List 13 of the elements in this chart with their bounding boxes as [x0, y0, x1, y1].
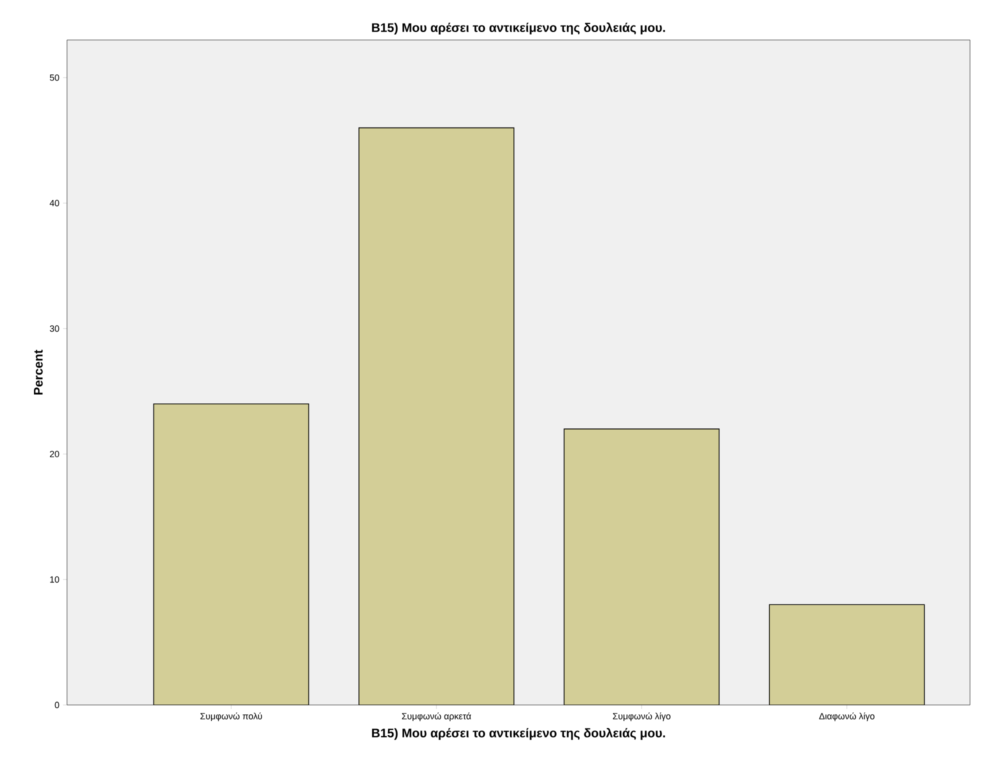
- y-axis-title: Percent: [34, 350, 43, 394]
- x-tick-label: Συμφωνώ αρκετά: [402, 712, 472, 722]
- y-tick-label: 20: [50, 450, 60, 458]
- x-axis-title: B15) Μου αρέσει το αντικείμενο της δουλειάς μου.: [372, 728, 665, 740]
- y-tick-label: 50: [50, 74, 60, 81]
- y-tick-label: 40: [50, 200, 60, 206]
- chart-title: B15) Μου αρέσει το αντικείμενο της δουλειάς μου.: [372, 22, 665, 34]
- y-tick-label: 0: [54, 702, 60, 708]
- y-tick-label: 10: [50, 576, 60, 583]
- x-tick-label: Συμφωνώ λίγο: [612, 712, 670, 722]
- y-tick-label: 30: [50, 325, 60, 332]
- x-tick-label: Συμφωνώ πολύ: [200, 712, 262, 722]
- x-tick-label: Διαφωνώ λίγο: [819, 712, 874, 722]
